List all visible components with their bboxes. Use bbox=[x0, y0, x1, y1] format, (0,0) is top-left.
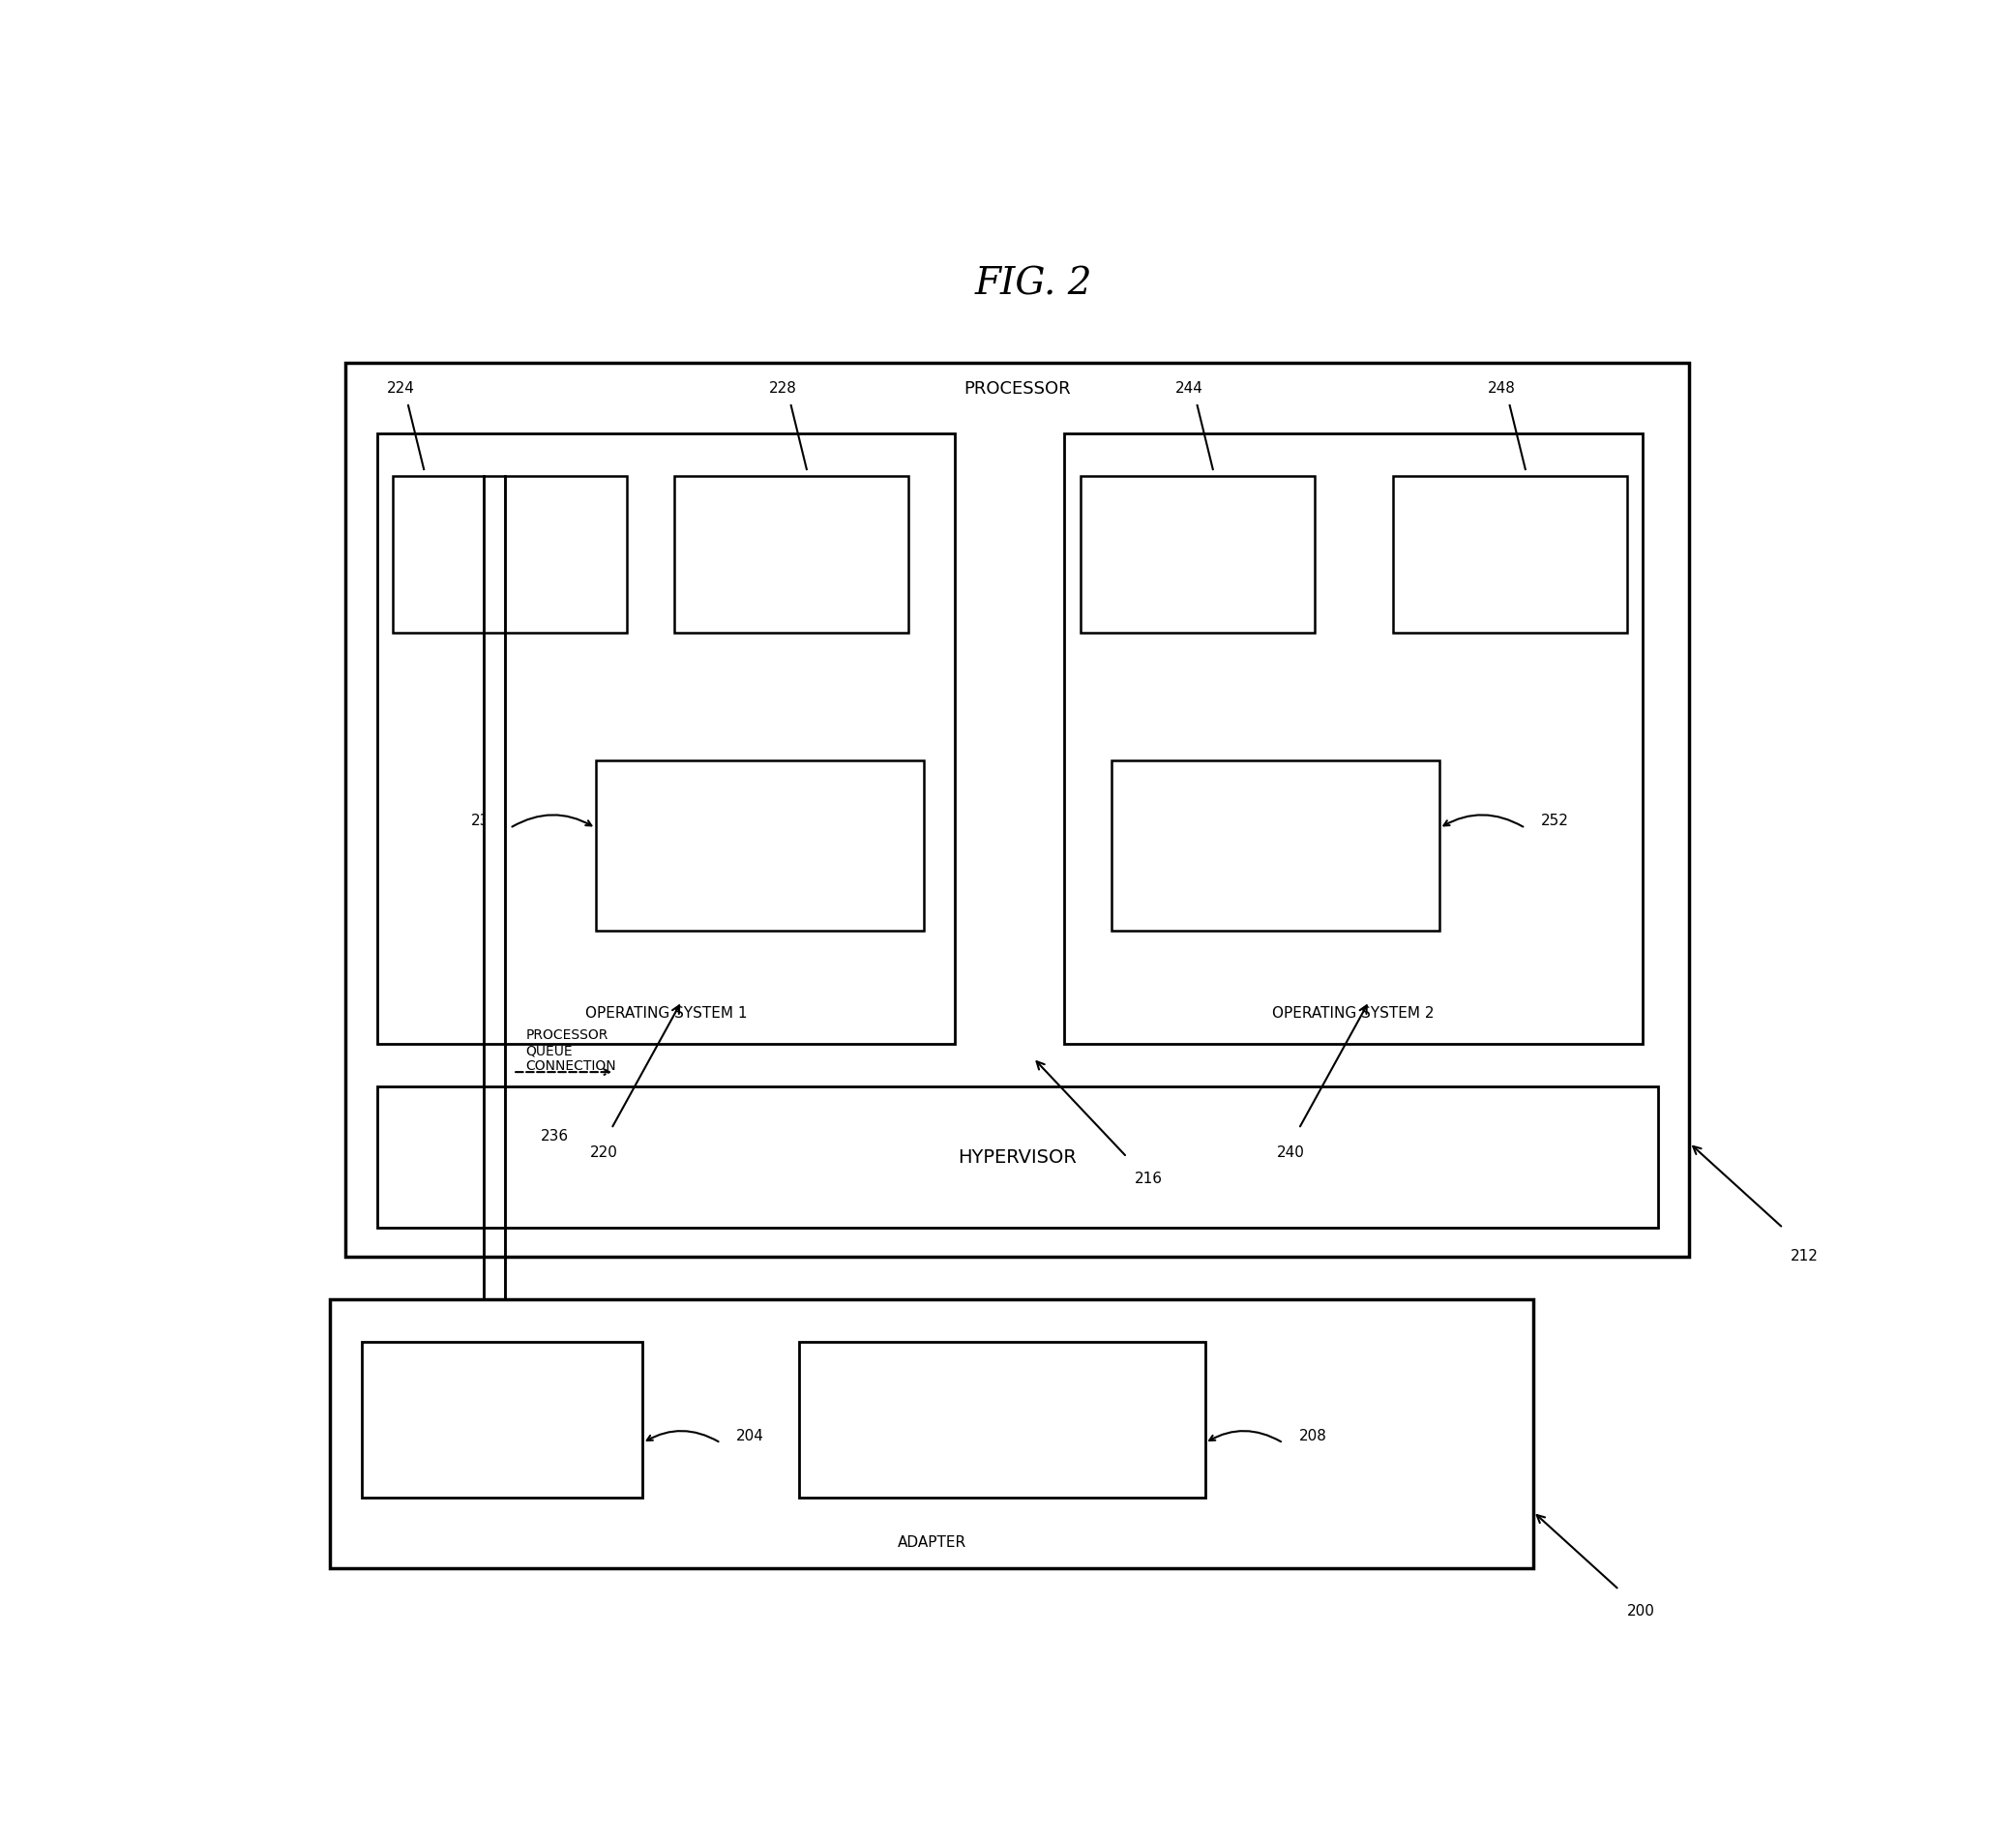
Text: 228: 228 bbox=[770, 381, 796, 396]
Text: TRANSLATION PROTECTION
TABLE CONTEXT: TRANSLATION PROTECTION TABLE CONTEXT bbox=[901, 1404, 1103, 1435]
Bar bbox=[361, 1341, 643, 1498]
Text: 208: 208 bbox=[1298, 1429, 1327, 1442]
Text: 224: 224 bbox=[387, 381, 415, 396]
Bar bbox=[798, 1341, 1206, 1498]
Bar bbox=[1111, 761, 1439, 930]
Text: 244: 244 bbox=[1175, 381, 1204, 396]
Text: APPLICATION
1: APPLICATION 1 bbox=[462, 538, 558, 569]
Bar bbox=[377, 435, 956, 1044]
Bar bbox=[1064, 435, 1643, 1044]
Bar bbox=[1393, 477, 1627, 632]
Text: 240: 240 bbox=[1276, 1146, 1304, 1160]
Text: FIG. 2: FIG. 2 bbox=[974, 267, 1093, 302]
Text: 212: 212 bbox=[1790, 1249, 1818, 1264]
Text: 236: 236 bbox=[540, 1129, 569, 1144]
Text: HYPERVISOR: HYPERVISOR bbox=[958, 1148, 1077, 1166]
Text: 232: 232 bbox=[472, 814, 498, 829]
Text: 220: 220 bbox=[589, 1146, 617, 1160]
Text: OPERATING SYSTEM 1: OPERATING SYSTEM 1 bbox=[585, 1006, 748, 1020]
Bar bbox=[597, 761, 923, 930]
Bar bbox=[673, 477, 907, 632]
Text: APPLICATION
2: APPLICATION 2 bbox=[744, 538, 839, 569]
Bar bbox=[1081, 477, 1314, 632]
Text: 248: 248 bbox=[1488, 381, 1516, 396]
Text: 200: 200 bbox=[1627, 1604, 1655, 1619]
Text: PROCESSOR
QUEUE CONTEXT: PROCESSOR QUEUE CONTEXT bbox=[433, 1404, 571, 1435]
Text: OPERATING SYSTEM 2: OPERATING SYSTEM 2 bbox=[1272, 1006, 1435, 1020]
Text: 204: 204 bbox=[736, 1429, 764, 1442]
Text: PROCESSOR: PROCESSOR bbox=[964, 379, 1070, 398]
Text: APPLICATION
2: APPLICATION 2 bbox=[1462, 538, 1558, 569]
Text: ADAPTER: ADAPTER bbox=[897, 1536, 966, 1549]
Text: TRANSLATION
PROTECTION TABLE: TRANSLATION PROTECTION TABLE bbox=[1202, 829, 1349, 860]
Text: PROCESSOR
QUEUE
CONNECTION: PROCESSOR QUEUE CONNECTION bbox=[526, 1028, 617, 1074]
Bar bbox=[331, 1299, 1532, 1569]
Text: TRANSLATION
PROTECTION TABLE: TRANSLATION PROTECTION TABLE bbox=[687, 829, 833, 860]
Text: 252: 252 bbox=[1540, 814, 1568, 829]
Bar bbox=[377, 1087, 1657, 1229]
Text: 216: 216 bbox=[1135, 1172, 1163, 1186]
Bar bbox=[347, 363, 1689, 1256]
Bar bbox=[393, 477, 627, 632]
Text: APPLICATION
1: APPLICATION 1 bbox=[1149, 538, 1246, 569]
